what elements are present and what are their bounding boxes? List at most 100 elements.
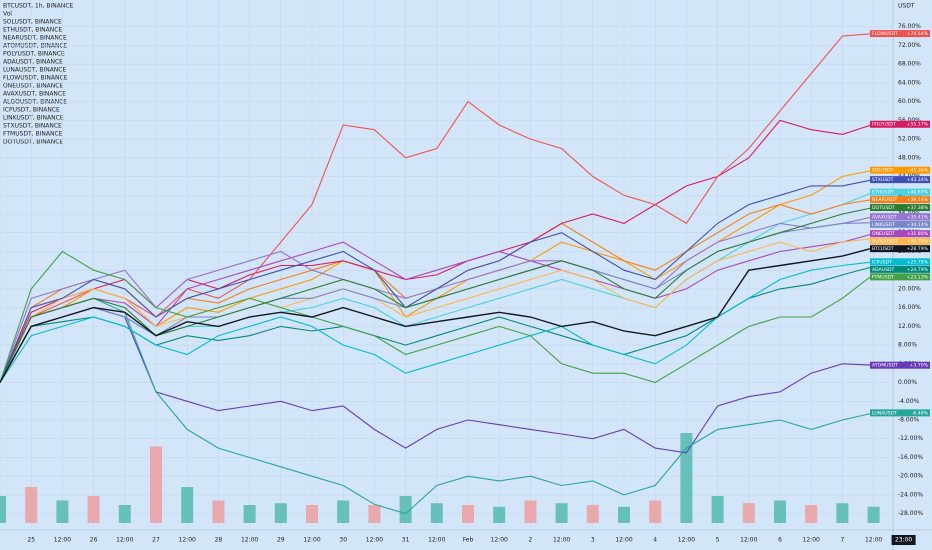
y-tick-label: 52.00%	[898, 136, 921, 143]
end-tag-value: +74.54%	[907, 31, 929, 37]
end-tag-box	[870, 196, 930, 204]
x-tick-label: 2	[528, 537, 532, 544]
y-tick-label: -28.00%	[898, 510, 923, 517]
y-tick-label: 48.00%	[898, 154, 921, 161]
volume-bar	[493, 506, 506, 523]
end-tag-value: -6.48%	[912, 410, 929, 416]
legend-entry: NEARUSDT, BINANCE	[3, 35, 67, 42]
end-tag-box	[870, 409, 930, 417]
y-tick-label: 0.00%	[898, 379, 917, 386]
volume-bar	[524, 500, 537, 523]
end-tag-value: +28.79%	[907, 246, 929, 252]
x-tick-label: 29	[277, 537, 285, 544]
end-tag-box	[870, 213, 930, 221]
end-tag: FLOWUSDT +74.54%	[870, 30, 930, 38]
y-tick-label: 56.00%	[898, 117, 921, 124]
end-tag-name: DOTUSDT	[872, 205, 895, 211]
volume-bar	[181, 487, 194, 523]
end-tag: SOLUSDT +45.36%	[870, 166, 930, 174]
end-tag-box	[870, 120, 930, 128]
end-tag: POLYUSDT +55.17%	[870, 120, 930, 128]
volume-bar	[462, 505, 474, 523]
x-tick-label: 5	[716, 537, 720, 544]
x-tick-label: 12:00	[803, 537, 820, 544]
volume-bar	[306, 505, 318, 523]
end-tag-box	[870, 237, 930, 245]
end-tag-name: SOLUSDT	[872, 168, 894, 174]
end-tag: AVAXUSDT +35.41%	[870, 213, 930, 221]
x-tick-label: 12:00	[553, 537, 570, 544]
crosshair-label-box	[891, 535, 916, 545]
end-tag-name: STXUSDT	[872, 177, 894, 183]
volume-bar	[399, 496, 412, 523]
end-tag: DOTUSDT +37.38%	[870, 204, 930, 212]
end-tag: LUNAUSDT -6.48%	[870, 409, 930, 417]
end-tag-box	[870, 245, 930, 253]
legend-entry: STXUSDT, BINANCE	[3, 123, 62, 130]
end-tag: ALGOUSDT +30.79%	[870, 237, 930, 245]
end-tag-name: ICPUSDT	[872, 259, 892, 265]
series-line	[0, 261, 874, 383]
volume-bar	[805, 505, 818, 523]
volume-bar	[867, 506, 880, 523]
end-tag-value: +37.38%	[907, 205, 929, 211]
volume-bar	[56, 500, 69, 523]
series-line	[0, 247, 874, 383]
volume-bar	[430, 503, 443, 523]
x-tick-label: 3	[591, 537, 595, 544]
end-tag: FTMUSDT +23.13%	[870, 273, 930, 281]
end-tag-box	[870, 361, 930, 369]
volume-bar	[150, 446, 162, 523]
legend-entry: ICPUSDT, BINANCE	[3, 107, 60, 114]
end-tag-name: LINKUSDT	[872, 222, 895, 228]
legend-entry: LINKUSDT, BINANCE	[3, 115, 64, 122]
series-line	[0, 250, 874, 384]
end-tag: ETHUSDT +40.67%	[870, 188, 930, 196]
y-tick-label: 60.00%	[898, 98, 921, 105]
legend: BTCUSDT, 1h, BINANCE Vol SOLUSDT, BINANC…	[3, 3, 74, 146]
x-tick-label: 7	[840, 537, 844, 544]
grid	[0, 0, 893, 530]
x-tick-label: 12:00	[615, 537, 632, 544]
end-tag-value: +30.79%	[907, 239, 929, 245]
volume-bar	[0, 496, 6, 523]
x-tick-label: 26	[90, 537, 98, 544]
x-tick-label: 12:00	[366, 537, 383, 544]
end-tag: ICPUSDT +25.78%	[870, 258, 930, 266]
volume-label: Vol	[3, 11, 12, 18]
end-tag-name: ATOMUSDT	[872, 363, 898, 369]
x-tick-label: 30	[339, 537, 347, 544]
series-line	[0, 237, 874, 383]
volume-bar	[368, 505, 381, 523]
volume-bar	[337, 500, 350, 523]
end-tag: BTCUSDT +28.79%	[870, 245, 930, 253]
x-tick-label: 4	[653, 537, 657, 544]
volume-bar	[25, 487, 38, 523]
end-tag-value: +43.34%	[907, 177, 929, 183]
x-tick-label: 6	[778, 537, 782, 544]
volume-bar	[87, 496, 100, 523]
legend-entry: DOTUSDT, BINANCE	[3, 139, 63, 146]
y-tick-label: 8.00%	[898, 342, 917, 349]
end-tag-name: ADAUSDT	[872, 267, 895, 273]
end-tag: ADAUSDT +24.79%	[870, 265, 930, 273]
legend-entry: FTMUSDT, BINANCE	[3, 131, 63, 138]
end-tag: NEARUSDT +39.14%	[870, 196, 930, 204]
volume-bar	[274, 503, 287, 523]
end-tag-name: FLOWUSDT	[872, 31, 898, 37]
volume-bar	[618, 506, 630, 523]
series-line	[0, 206, 874, 383]
volume-bar	[836, 503, 849, 523]
legend-entry: ALGOUSDT, BINANCE	[3, 99, 67, 106]
y-tick-label: 12.00%	[898, 323, 921, 330]
x-tick-label: Feb	[463, 537, 474, 544]
end-tag-box	[870, 220, 930, 228]
end-tag-box	[870, 188, 930, 196]
end-tag-box	[870, 204, 930, 212]
x-tick-label: 12:00	[428, 537, 445, 544]
series-line	[0, 307, 874, 454]
x-tick-label: 12:00	[678, 537, 695, 544]
x-tick-label: 31	[402, 537, 410, 544]
legend-entry: SOLUSDT, BINANCE	[3, 19, 62, 26]
